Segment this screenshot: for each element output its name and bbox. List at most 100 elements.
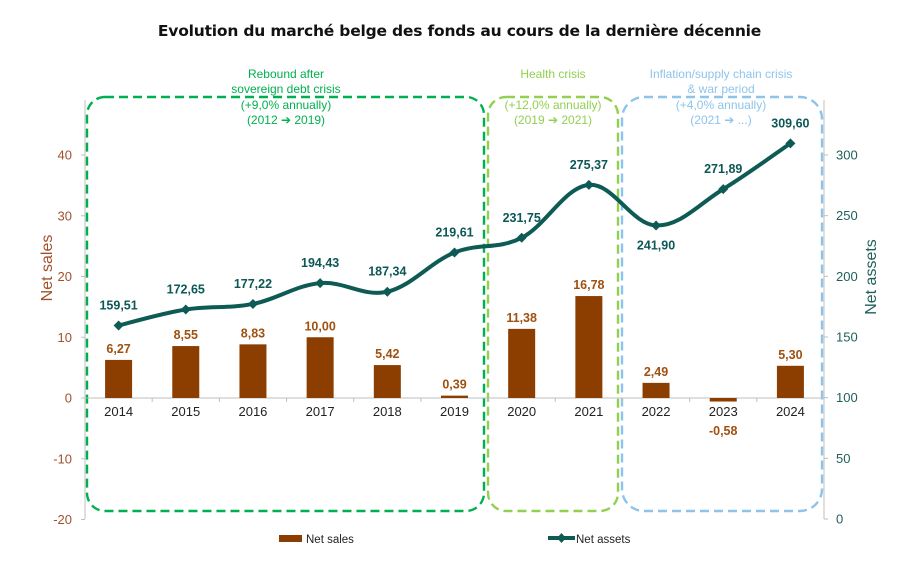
annotation-health-line: (+12,0% annually) — [504, 98, 601, 112]
x-ticks: 2014 2015 2016 2017 2018 2019 2020 2021 2022 2023… — [84, 398, 825, 419]
bars-net-sales — [105, 296, 804, 402]
y2-axis-label: Net assets — [863, 239, 880, 315]
annotation-inflation-line: Inflation/supply chain crisis — [650, 67, 793, 81]
x-tick-label: 2018 — [373, 404, 402, 419]
net-assets-marker — [315, 278, 326, 289]
legend-swatch-net-assets-marker — [557, 533, 566, 543]
annotation-inflation-line: (+4,0% annually) — [676, 98, 766, 112]
y-axis-label: Net sales — [39, 235, 56, 302]
line-value-label: 219,61 — [435, 226, 473, 240]
net-assets-marker — [449, 247, 460, 258]
annotation-inflation-line: (2021 ➔ ...) — [690, 113, 751, 127]
period-box-health — [486, 95, 620, 513]
annotation-health: Health crisis (+12,0% annually) (2019 ➔ … — [504, 67, 601, 127]
bar-value-label: 8,55 — [174, 328, 198, 342]
bar-net-sales — [441, 395, 468, 398]
legend: Net sales Net assets — [279, 533, 631, 546]
bar-net-sales — [776, 365, 804, 398]
line-net-assets — [113, 138, 796, 331]
bar-value-label: 5,30 — [778, 348, 802, 362]
legend-label-net-sales: Net sales — [306, 534, 354, 546]
annotation-rebound-line: sovereign debt crisis — [231, 82, 340, 96]
annotation-rebound-line: (+9,0% annually) — [241, 98, 331, 112]
annotation-health-line: (2019 ➔ 2021) — [514, 113, 592, 127]
bar-net-sales — [306, 337, 334, 398]
line-value-label: 271,89 — [704, 162, 742, 176]
bar-value-label: 11,38 — [506, 311, 537, 325]
right-tick-label: 150 — [836, 330, 858, 345]
right-ticks: 0 50 100 150 200 250 300 — [824, 148, 858, 527]
legend-label-net-assets: Net assets — [576, 534, 631, 546]
net-assets-marker — [247, 298, 258, 309]
x-tick-label: 2016 — [238, 404, 267, 419]
bar-value-label: 10,00 — [304, 319, 335, 333]
annotation-inflation-line: & war period — [687, 82, 754, 96]
annotation-rebound-line: (2012 ➔ 2019) — [247, 113, 325, 127]
bar-net-sales — [642, 382, 670, 398]
net-assets-marker — [382, 286, 393, 297]
line-value-label: 275,37 — [570, 158, 608, 172]
line-value-label: 159,51 — [99, 298, 137, 312]
line-value-label: 231,75 — [503, 211, 541, 225]
left-tick-label: 0 — [65, 391, 72, 406]
bar-labels: 6,27 8,55 8,83 10,00 5,42 0,39 11,38 16,78 2,49 -… — [106, 278, 802, 438]
bar-net-sales — [508, 328, 536, 398]
annotation-rebound: Rebound after sovereign debt crisis (+9,… — [231, 67, 340, 127]
net-assets-marker — [583, 179, 594, 190]
annotation-rebound-line: Rebound after — [248, 67, 324, 81]
line-labels: 159,51 172,65 177,22 194,43 187,34 219,61 231,… — [99, 116, 809, 312]
bar-net-sales — [373, 365, 401, 398]
line-value-label: 241,90 — [637, 238, 675, 252]
net-assets-marker — [785, 138, 796, 149]
left-tick-label: 40 — [58, 148, 72, 163]
left-tick-label: 30 — [58, 208, 72, 223]
bar-value-label: 6,27 — [106, 342, 130, 356]
right-tick-label: 0 — [836, 512, 843, 527]
line-value-label: 177,22 — [234, 277, 272, 291]
bar-net-sales — [105, 359, 133, 398]
bar-value-label: 0,39 — [442, 378, 466, 392]
bar-value-label: -0,58 — [709, 424, 738, 438]
period-box-inflation — [620, 95, 824, 513]
net-assets-marker — [113, 320, 124, 331]
left-tick-label: 10 — [58, 330, 72, 345]
net-assets-marker — [516, 232, 527, 243]
bar-value-label: 8,83 — [241, 326, 265, 340]
x-tick-label: 2022 — [642, 404, 671, 419]
net-assets-marker — [180, 304, 191, 315]
bar-net-sales — [575, 296, 603, 398]
net-assets-line-path — [118, 141, 792, 328]
bar-net-sales — [172, 346, 200, 398]
bar-value-label: 5,42 — [375, 347, 399, 361]
left-tick-label: 20 — [58, 269, 72, 284]
left-ticks: -20 -10 0 10 20 30 40 — [53, 148, 85, 527]
legend-swatch-net-sales — [279, 535, 302, 542]
period-boxes — [85, 95, 824, 513]
line-value-label: 194,43 — [301, 256, 339, 270]
line-value-label: 187,34 — [368, 265, 406, 279]
left-tick-label: -10 — [53, 451, 72, 466]
period-box-rebound — [85, 95, 486, 513]
net-assets-marker — [651, 220, 662, 231]
annotation-inflation: Inflation/supply chain crisis & war peri… — [650, 67, 793, 127]
right-tick-label: 300 — [836, 148, 858, 163]
line-value-label: 172,65 — [167, 283, 205, 297]
bar-value-label: 16,78 — [573, 278, 604, 292]
annotation-health-line: Health crisis — [520, 67, 585, 81]
bar-value-label: 2,49 — [644, 365, 668, 379]
x-tick-label: 2019 — [440, 404, 469, 419]
net-assets-marker — [718, 184, 729, 195]
x-tick-label: 2024 — [776, 404, 805, 419]
right-tick-label: 50 — [836, 451, 850, 466]
chart-title: Evolution du marché belge des fonds au c… — [157, 22, 762, 40]
x-tick-label: 2023 — [709, 404, 738, 419]
right-tick-label: 250 — [836, 208, 858, 223]
x-tick-label: 2020 — [507, 404, 536, 419]
right-tick-label: 100 — [836, 390, 858, 405]
x-tick-label: 2021 — [574, 404, 603, 419]
x-tick-label: 2017 — [306, 404, 335, 419]
x-tick-label: 2015 — [171, 404, 200, 419]
line-value-label: 309,60 — [771, 116, 809, 130]
x-tick-label: 2014 — [104, 404, 133, 419]
